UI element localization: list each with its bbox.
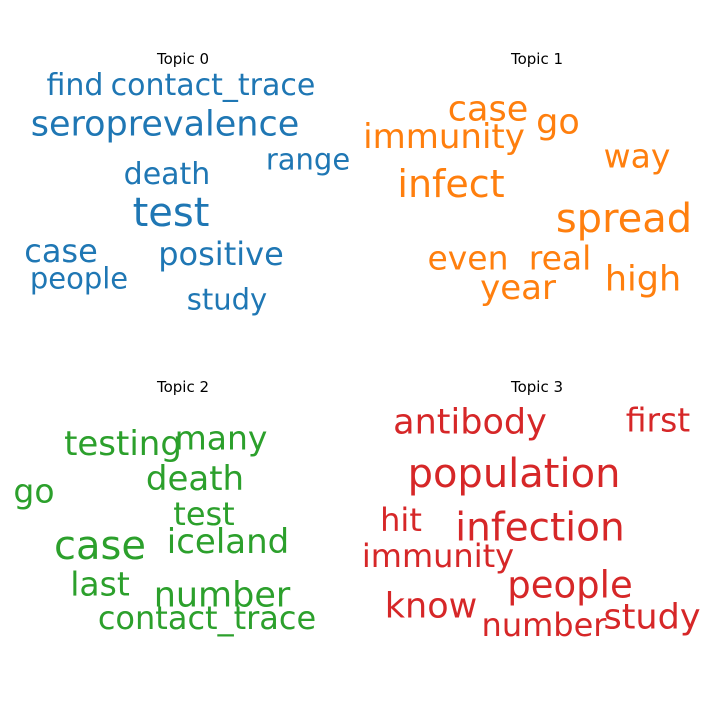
topic-1-word-infect: infect bbox=[397, 162, 505, 206]
topic-2-word-contact-trace: contact_trace bbox=[97, 599, 317, 637]
topic-0-panel: Topic 0 test seroprevalence positive case co… bbox=[8, 50, 358, 350]
topic-1-title: Topic 1 bbox=[510, 50, 564, 68]
topic-0-word-people: people bbox=[29, 261, 129, 296]
topic-3-word-people: people bbox=[507, 563, 633, 607]
topic-0-word-test: test bbox=[132, 190, 210, 236]
topic-1-word-way: way bbox=[603, 136, 671, 176]
topic-2-panel: Topic 2 case number death iceland testing man… bbox=[8, 378, 358, 678]
topic-3-word-study: study bbox=[603, 597, 701, 638]
topic-0-word-study: study bbox=[186, 282, 268, 317]
topic-2-word-test: test bbox=[173, 495, 235, 533]
topic-0-word-seroprevalence: seroprevalence bbox=[30, 104, 300, 145]
topic-2-word-go: go bbox=[13, 471, 55, 511]
topic-3-title: Topic 3 bbox=[510, 378, 564, 396]
topic-3-word-first: first bbox=[625, 400, 691, 440]
topic-1-panel: Topic 1 spread infect case go high immunity ye… bbox=[362, 50, 712, 350]
topic-3-panel: Topic 3 population infection people antibod… bbox=[362, 378, 712, 678]
topic-1-word-high: high bbox=[604, 259, 682, 300]
topic-2-word-many: many bbox=[174, 418, 268, 458]
topic-1-word-even: even bbox=[427, 238, 509, 278]
topic-2-title: Topic 2 bbox=[156, 378, 210, 396]
topic-0-word-case: case bbox=[24, 232, 98, 270]
topic-1-word-immunity: immunity bbox=[363, 117, 525, 157]
topic-2-word-iceland: iceland bbox=[166, 522, 290, 562]
topic-3-word-antibody: antibody bbox=[393, 402, 547, 443]
topic-1-word-go: go bbox=[536, 102, 580, 143]
topic-0-word-positive: positive bbox=[158, 235, 284, 273]
topic-1-word-spread: spread bbox=[555, 196, 693, 242]
topic-0-word-find: find bbox=[46, 68, 104, 103]
topic-2-word-testing: testing bbox=[64, 424, 182, 464]
topic-1-word-real: real bbox=[528, 238, 592, 278]
topic-2-word-last: last bbox=[70, 564, 130, 604]
topic-0-word-death: death bbox=[123, 157, 211, 192]
topic-0-word-range: range bbox=[265, 142, 351, 177]
topic-0-title: Topic 0 bbox=[156, 50, 210, 68]
topic-2-word-case: case bbox=[54, 523, 146, 569]
topic-2-word-number: number bbox=[153, 575, 291, 616]
topic-3-word-number: number bbox=[481, 606, 607, 644]
topic-1-word-year: year bbox=[480, 268, 556, 308]
topic-3-word-immunity: immunity bbox=[361, 537, 515, 575]
topic-3-word-infection: infection bbox=[455, 505, 625, 551]
topic-0-word-contact-trace: contact_trace bbox=[110, 68, 316, 103]
topic-3-word-hit: hit bbox=[380, 501, 422, 539]
topic-1-word-case: case bbox=[447, 89, 529, 130]
topic-3-word-know: know bbox=[384, 586, 478, 627]
topic-2-word-death: death bbox=[145, 459, 245, 499]
topic-3-word-population: population bbox=[407, 451, 621, 497]
